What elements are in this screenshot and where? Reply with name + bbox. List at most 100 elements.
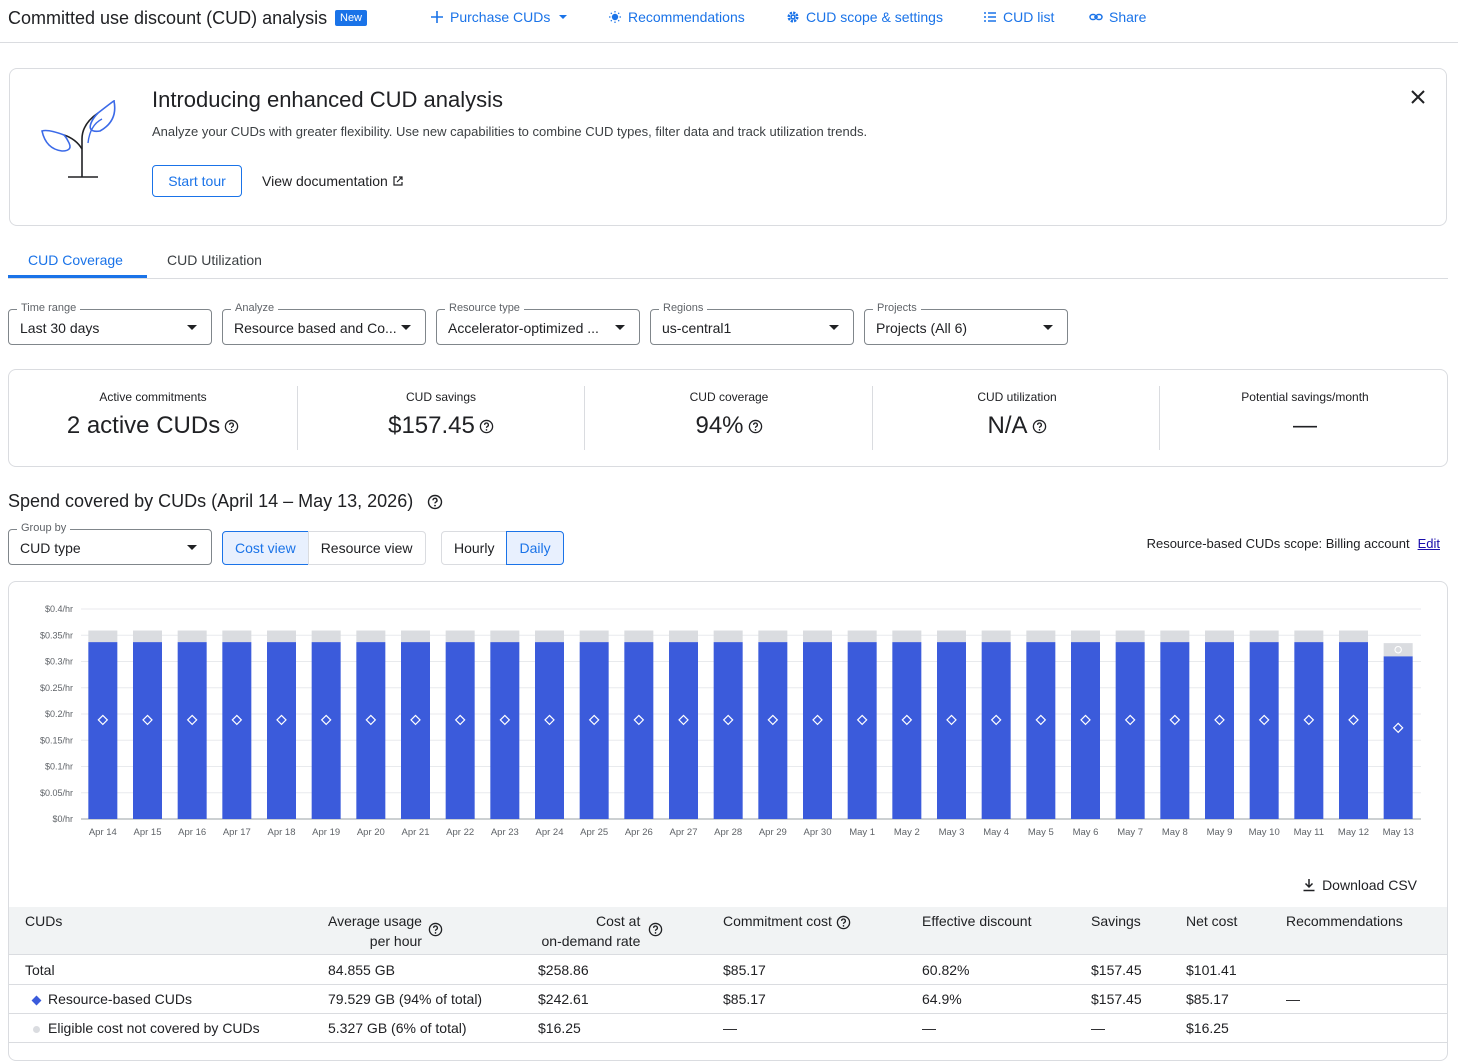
row-name: Resource-based CUDs (31, 991, 192, 1007)
x-tick-label: Apr 16 (178, 827, 206, 838)
metric-cud-savings: CUD savings $157.45 (297, 370, 585, 468)
daily-button[interactable]: Daily (506, 531, 564, 565)
plus-icon (431, 11, 443, 23)
metric-value-row: 2 active CUDs (9, 412, 297, 440)
help-icon[interactable] (224, 419, 239, 434)
help-icon[interactable] (427, 494, 443, 510)
x-tick-label: Apr 19 (312, 827, 340, 838)
circle-legend-icon (33, 1025, 40, 1033)
help-icon[interactable] (748, 419, 763, 434)
bar-segment (624, 642, 654, 819)
diamond-marker (1035, 714, 1047, 726)
diamond-marker (856, 714, 868, 726)
bar-segment (267, 642, 296, 819)
filter-label: Regions (659, 302, 708, 314)
y-tick-label: $0.4/hr (45, 604, 73, 614)
help-icon[interactable] (428, 922, 443, 937)
metric-value: 2 active CUDs (66, 412, 221, 439)
diamond-marker (231, 714, 243, 726)
scope-text: Resource-based CUDs scope: Billing accou… (1146, 536, 1410, 551)
diamond-marker (1080, 714, 1091, 726)
diamond-marker (186, 714, 198, 726)
list-icon (984, 12, 996, 22)
help-icon[interactable] (479, 419, 494, 434)
filter-value: Accelerator-optimized ... (448, 320, 599, 336)
start-tour-button[interactable]: Start tour (152, 165, 242, 197)
external-link-icon (393, 176, 403, 186)
analyze-select[interactable]: Analyze Resource based and Co... (222, 302, 426, 345)
purchase-cuds-button[interactable]: Purchase CUDs (430, 9, 570, 25)
bar-segment (356, 642, 386, 819)
view-documentation-link[interactable]: View documentation (262, 173, 404, 189)
bar-segment (401, 630, 430, 643)
y-tick-label: $0.35/hr (40, 630, 73, 640)
bar-segment (356, 630, 386, 643)
recommendations-button[interactable]: Recommendations (608, 9, 745, 25)
row-net: $16.25 (1186, 1020, 1229, 1036)
bar-segment (1294, 642, 1324, 819)
page-header: Committed use discount (CUD) analysis Ne… (0, 0, 1458, 43)
group-by-select[interactable]: Group by CUD type (8, 522, 212, 565)
x-tick-label: May 4 (983, 827, 1009, 838)
resource-type-select[interactable]: Resource type Accelerator-optimized ... (436, 302, 640, 345)
hourly-button[interactable]: Hourly (441, 531, 508, 565)
col-recommendations: Recommendations (1286, 913, 1403, 929)
row-recs: — (1286, 991, 1300, 1007)
x-tick-label: Apr 28 (714, 827, 742, 838)
col-avg-usage-line2: per hour (369, 933, 422, 949)
cud-list-button[interactable]: CUD list (983, 9, 1054, 25)
caret-down-icon (615, 325, 625, 330)
bar-segment (1026, 630, 1056, 643)
x-tick-label: Apr 14 (89, 827, 117, 838)
cost-view-button[interactable]: Cost view (222, 531, 309, 565)
x-tick-label: Apr 26 (625, 827, 653, 838)
banner-title: Introducing enhanced CUD analysis (152, 87, 503, 112)
metric-active-commitments: Active commitments 2 active CUDs (9, 370, 297, 468)
diamond-marker (722, 714, 734, 726)
metric-divider (297, 386, 298, 450)
row-cost: $16.25 (538, 1020, 581, 1036)
row-name-text: Resource-based CUDs (48, 991, 192, 1007)
bar-segment (88, 642, 118, 819)
circle-marker (1394, 645, 1402, 654)
help-icon[interactable] (836, 915, 851, 930)
active-tab-indicator (8, 275, 147, 278)
resource-view-button[interactable]: Resource view (307, 531, 426, 565)
cud-scope-settings-button[interactable]: CUD scope & settings (786, 9, 943, 25)
metric-cud-coverage: CUD coverage 94% (585, 370, 873, 468)
bar-segment (1294, 630, 1324, 643)
share-button[interactable]: Share (1089, 9, 1146, 25)
tab-cud-utilization[interactable]: CUD Utilization (167, 252, 262, 268)
filter-value: CUD type (20, 540, 81, 556)
x-tick-label: Apr 30 (804, 827, 832, 838)
bar-segment (222, 642, 252, 819)
bar-segment (892, 642, 922, 819)
download-csv-button[interactable]: Download CSV (1302, 877, 1417, 893)
close-icon[interactable] (1408, 87, 1428, 107)
diamond-marker (633, 714, 645, 726)
help-icon[interactable] (1032, 419, 1047, 434)
y-tick-label: $0.15/hr (40, 735, 73, 745)
regions-select[interactable]: Regions us-central1 (650, 302, 854, 345)
diamond-marker (1258, 714, 1270, 726)
diamond-marker (142, 714, 153, 726)
bar-segment (1026, 642, 1056, 819)
view-tabs: CUD Coverage CUD Utilization (8, 244, 1448, 279)
edit-scope-link[interactable]: Edit (1417, 536, 1440, 551)
bar-segment (445, 642, 475, 819)
time-range-select[interactable]: Time range Last 30 days (8, 302, 212, 345)
projects-select[interactable]: Projects Projects (All 6) (864, 302, 1068, 345)
bar-segment (579, 630, 609, 643)
bar-segment (1205, 642, 1234, 819)
row-discount: 64.9% (922, 991, 962, 1007)
plant-illustration (41, 99, 116, 178)
tab-cud-coverage[interactable]: CUD Coverage (28, 252, 123, 268)
metric-value-row: N/A (873, 412, 1161, 440)
bar-segment (1115, 642, 1145, 819)
filter-value: us-central1 (662, 320, 732, 336)
bar-segment (847, 630, 877, 643)
bar-segment (88, 630, 118, 643)
x-tick-label: May 5 (1028, 827, 1054, 838)
help-icon[interactable] (648, 922, 663, 937)
bar-segment (713, 630, 743, 643)
